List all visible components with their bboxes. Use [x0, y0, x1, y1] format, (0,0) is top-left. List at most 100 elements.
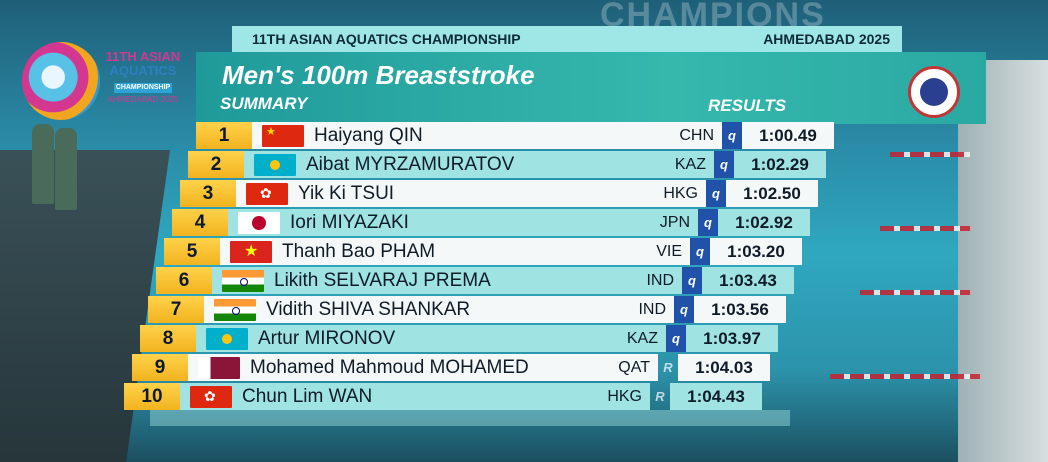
athlete-cell: Aibat MYRZAMURATOV KAZ: [244, 151, 714, 178]
qualifier-badge: q: [682, 267, 702, 294]
table-row: 6 Likith SELVARAJ PREMA IND q 1:03.43: [156, 267, 794, 294]
athlete-name: Thanh Bao PHAM: [282, 240, 436, 262]
athlete-cell: Chun Lim WAN HKG: [180, 383, 650, 410]
qualifier-badge: q: [722, 122, 742, 149]
qualifier-badge: q: [690, 238, 710, 265]
qualifier-badge: q: [698, 209, 718, 236]
table-row: 1 Haiyang QIN CHN q1:00.49: [196, 122, 834, 149]
logo-line-championship: CHAMPIONSHIP: [113, 83, 173, 93]
qualifier-badge: R: [663, 360, 673, 375]
rank-cell: 7: [148, 296, 204, 323]
table-row: 7 Vidith SHIVA SHANKAR IND q 1:03.56: [148, 296, 786, 323]
results-header: [196, 52, 986, 124]
athlete-cell: Yik Ki TSUI HKG: [236, 180, 706, 207]
athlete-cell: Iori MIYAZAKI JPN: [228, 209, 698, 236]
championship-logo: 11TH ASIAN AQUATICS CHAMPIONSHIP AHMEDAB…: [22, 42, 182, 120]
qualifier-badge: q: [714, 151, 734, 178]
hong-kong-flag-icon: [190, 385, 232, 408]
china-flag-icon: [262, 124, 304, 147]
result-time: 1:00.49: [742, 122, 834, 149]
country-code: HKG: [663, 184, 698, 202]
athlete-cell: Artur MIRONOV KAZ: [196, 325, 666, 352]
kazakhstan-flag-icon: [206, 327, 248, 350]
rank-cell: 5: [164, 238, 220, 265]
rank-cell: 1: [196, 122, 252, 149]
result-time: 1:03.20: [710, 238, 802, 265]
result-time: 1:03.43: [702, 267, 794, 294]
rank-cell: 2: [188, 151, 244, 178]
lane-rope: [890, 152, 970, 157]
pool-deck-left: [0, 150, 170, 462]
lane-rope: [860, 290, 970, 295]
qualifier-badge: q: [706, 180, 726, 207]
lion-mascot-icon: [22, 42, 100, 120]
official-figure: [32, 124, 54, 204]
official-figure: [55, 128, 77, 210]
lane-rope: [830, 374, 980, 379]
logo-line-location: AHMEDABAD 2025: [107, 95, 179, 105]
vietnam-flag-icon: [230, 240, 272, 263]
location-year: AHMEDABAD 2025: [763, 31, 890, 47]
result-time: 1:03.97: [686, 325, 778, 352]
logo-line-aquatics: AQUATICS: [109, 62, 177, 78]
qatar-flag-icon: [198, 356, 240, 379]
result-time: 1:04.03: [678, 354, 770, 381]
athlete-name: Artur MIRONOV: [258, 327, 396, 349]
championship-name: 11TH ASIAN AQUATICS CHAMPIONSHIP: [252, 31, 521, 47]
rank-cell: 8: [140, 325, 196, 352]
japan-flag-icon: [238, 211, 280, 234]
athlete-name: Aibat MYRZAMURATOV: [306, 153, 515, 175]
country-code: JPN: [659, 213, 690, 231]
table-row: 10 Chun Lim WAN HKG R 1:04.43: [124, 383, 762, 410]
rank-cell: 4: [172, 209, 228, 236]
country-code: KAZ: [674, 155, 706, 173]
athlete-name: Chun Lim WAN: [242, 385, 373, 407]
qualifier-badge: q: [666, 325, 686, 352]
lane-rope: [880, 226, 970, 231]
result-time: 1:02.50: [726, 180, 818, 207]
rank-cell: 6: [156, 267, 212, 294]
table-row: 2 Aibat MYRZAMURATOV KAZ q 1:02.29: [188, 151, 826, 178]
federation-seal-icon: [908, 66, 960, 118]
championship-strip: 11TH ASIAN AQUATICS CHAMPIONSHIP AHMEDAB…: [232, 26, 902, 52]
summary-label: SUMMARY: [220, 94, 308, 113]
athlete-name: Iori MIYAZAKI: [290, 211, 409, 233]
result-time: 1:03.56: [694, 296, 786, 323]
country-code: IND: [646, 271, 674, 289]
athlete-name: Yik Ki TSUI: [298, 182, 395, 204]
table-row: 5 Thanh Bao PHAM VIE q1:03.20: [164, 238, 802, 265]
country-code: IND: [638, 300, 666, 318]
spectator-stands: [958, 60, 1048, 462]
athlete-name: Haiyang QIN: [314, 124, 423, 146]
country-code: CHN: [679, 126, 714, 144]
bottom-reflection: [150, 410, 790, 426]
country-code: HKG: [607, 387, 642, 405]
athlete-name: Vidith SHIVA SHANKAR: [266, 298, 471, 320]
qualifier-badge: R: [655, 389, 665, 404]
logo-line-edition: 11TH ASIAN: [105, 49, 181, 64]
kazakhstan-flag-icon: [254, 153, 296, 176]
country-code: QAT: [618, 358, 650, 376]
athlete-cell: Vidith SHIVA SHANKAR IND: [204, 296, 674, 323]
india-flag-icon: [214, 298, 256, 321]
rank-cell: 10: [124, 383, 180, 410]
table-row: 3 Yik Ki TSUI HKG q1:02.50: [180, 180, 818, 207]
result-time: 1:02.29: [734, 151, 826, 178]
result-time: 1:04.43: [670, 383, 762, 410]
hong-kong-flag-icon: [246, 182, 288, 205]
table-row: 9 Mohamed Mahmoud MOHAMED QAT R 1:04.03: [132, 354, 770, 381]
athlete-name: Mohamed Mahmoud MOHAMED: [250, 356, 529, 378]
athlete-cell: Mohamed Mahmoud MOHAMED QAT: [188, 354, 658, 381]
athlete-name: Likith SELVARAJ PREMA: [274, 269, 491, 291]
athlete-cell: Thanh Bao PHAM VIE: [220, 238, 690, 265]
athlete-cell: Likith SELVARAJ PREMA IND: [212, 267, 682, 294]
table-row: 4 Iori MIYAZAKI JPN q 1:02.92: [172, 209, 810, 236]
result-time: 1:02.92: [718, 209, 810, 236]
rank-cell: 3: [180, 180, 236, 207]
rank-cell: 9: [132, 354, 188, 381]
event-title: Men's 100m Breaststroke: [222, 60, 535, 90]
country-code: KAZ: [626, 329, 658, 347]
athlete-cell: Haiyang QIN CHN: [252, 122, 722, 149]
